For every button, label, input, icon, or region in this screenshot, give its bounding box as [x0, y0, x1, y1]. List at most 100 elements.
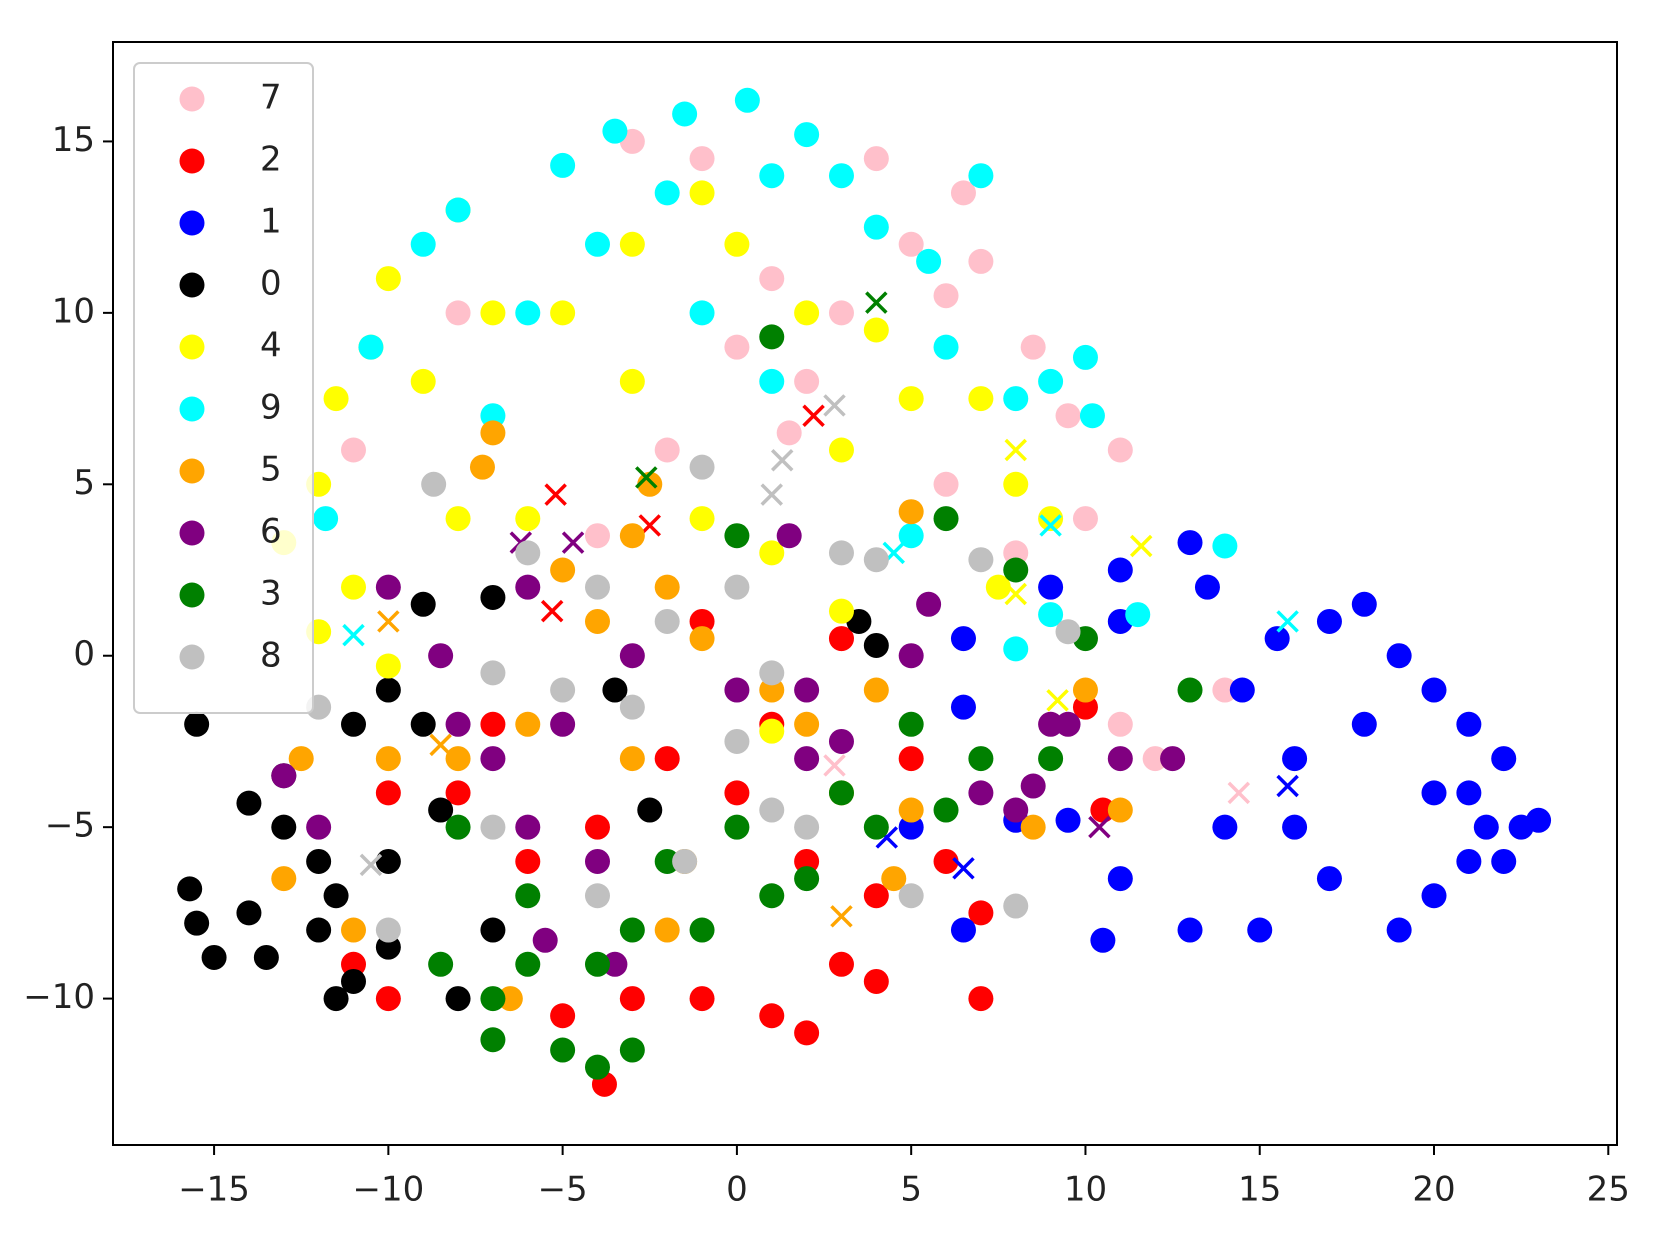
legend-label: 5	[260, 450, 282, 490]
point	[584, 523, 610, 549]
point	[341, 711, 367, 737]
point	[1072, 677, 1098, 703]
point	[863, 632, 889, 658]
point	[323, 386, 349, 412]
point	[776, 523, 802, 549]
legend-label: 8	[260, 636, 282, 676]
legend-marker	[179, 210, 205, 236]
point	[410, 368, 436, 394]
point	[968, 746, 994, 772]
point	[898, 523, 924, 549]
point	[794, 746, 820, 772]
point	[637, 797, 663, 823]
point	[794, 848, 820, 874]
point	[1125, 602, 1151, 628]
point	[1107, 557, 1133, 583]
point	[689, 180, 715, 206]
point	[1107, 746, 1133, 772]
point	[375, 653, 401, 679]
point	[1003, 557, 1029, 583]
point	[672, 848, 698, 874]
point	[253, 944, 279, 970]
point	[445, 506, 471, 532]
point	[410, 711, 436, 737]
y-tick-label: 5	[73, 463, 95, 503]
point	[584, 231, 610, 257]
point	[1386, 643, 1412, 669]
point	[794, 711, 820, 737]
point	[201, 944, 227, 970]
point	[177, 876, 203, 902]
point	[916, 248, 942, 274]
point	[1177, 677, 1203, 703]
point	[428, 797, 454, 823]
point	[689, 917, 715, 943]
point	[1386, 917, 1412, 943]
point	[1055, 711, 1081, 737]
point	[898, 814, 924, 840]
point	[410, 591, 436, 617]
cross-marker	[760, 483, 783, 506]
point	[881, 866, 907, 892]
point	[689, 608, 715, 634]
point	[375, 934, 401, 960]
point	[375, 780, 401, 806]
point	[480, 584, 506, 610]
legend-label: 1	[260, 202, 282, 242]
legend-marker	[179, 334, 205, 360]
point	[863, 317, 889, 343]
point	[1421, 883, 1447, 909]
point	[933, 334, 959, 360]
point	[654, 437, 680, 463]
point	[724, 780, 750, 806]
point	[480, 917, 506, 943]
point	[950, 917, 976, 943]
point	[1212, 677, 1238, 703]
point	[619, 986, 645, 1012]
point	[734, 87, 760, 113]
point	[724, 334, 750, 360]
x-tick-label: −15	[178, 1170, 250, 1210]
point	[271, 866, 297, 892]
point	[724, 523, 750, 549]
point	[950, 694, 976, 720]
cross-marker	[544, 483, 567, 506]
point	[1351, 591, 1377, 617]
point	[584, 951, 610, 977]
point	[619, 523, 645, 549]
point	[515, 574, 541, 600]
point	[968, 163, 994, 189]
legend-label: 7	[260, 78, 282, 118]
point	[313, 506, 339, 532]
point	[1107, 866, 1133, 892]
point	[1107, 711, 1133, 737]
legend-marker	[179, 520, 205, 546]
cross-marker	[1276, 610, 1299, 633]
point	[341, 951, 367, 977]
point	[1247, 917, 1273, 943]
point	[480, 300, 506, 326]
y-tick-label: 0	[73, 634, 95, 674]
point	[619, 231, 645, 257]
point	[759, 368, 785, 394]
point	[550, 677, 576, 703]
point	[1055, 807, 1081, 833]
point	[619, 368, 645, 394]
point	[550, 152, 576, 178]
point	[654, 180, 680, 206]
x-tick-label: −5	[538, 1170, 588, 1210]
cross-marker	[342, 623, 365, 647]
point	[184, 711, 210, 737]
point	[898, 883, 924, 909]
point	[184, 910, 210, 936]
point	[1003, 636, 1029, 662]
point	[619, 694, 645, 720]
point	[480, 660, 506, 686]
point	[828, 780, 854, 806]
point	[794, 122, 820, 148]
point	[1020, 814, 1046, 840]
point	[828, 951, 854, 977]
point	[445, 814, 471, 840]
point	[759, 883, 785, 909]
